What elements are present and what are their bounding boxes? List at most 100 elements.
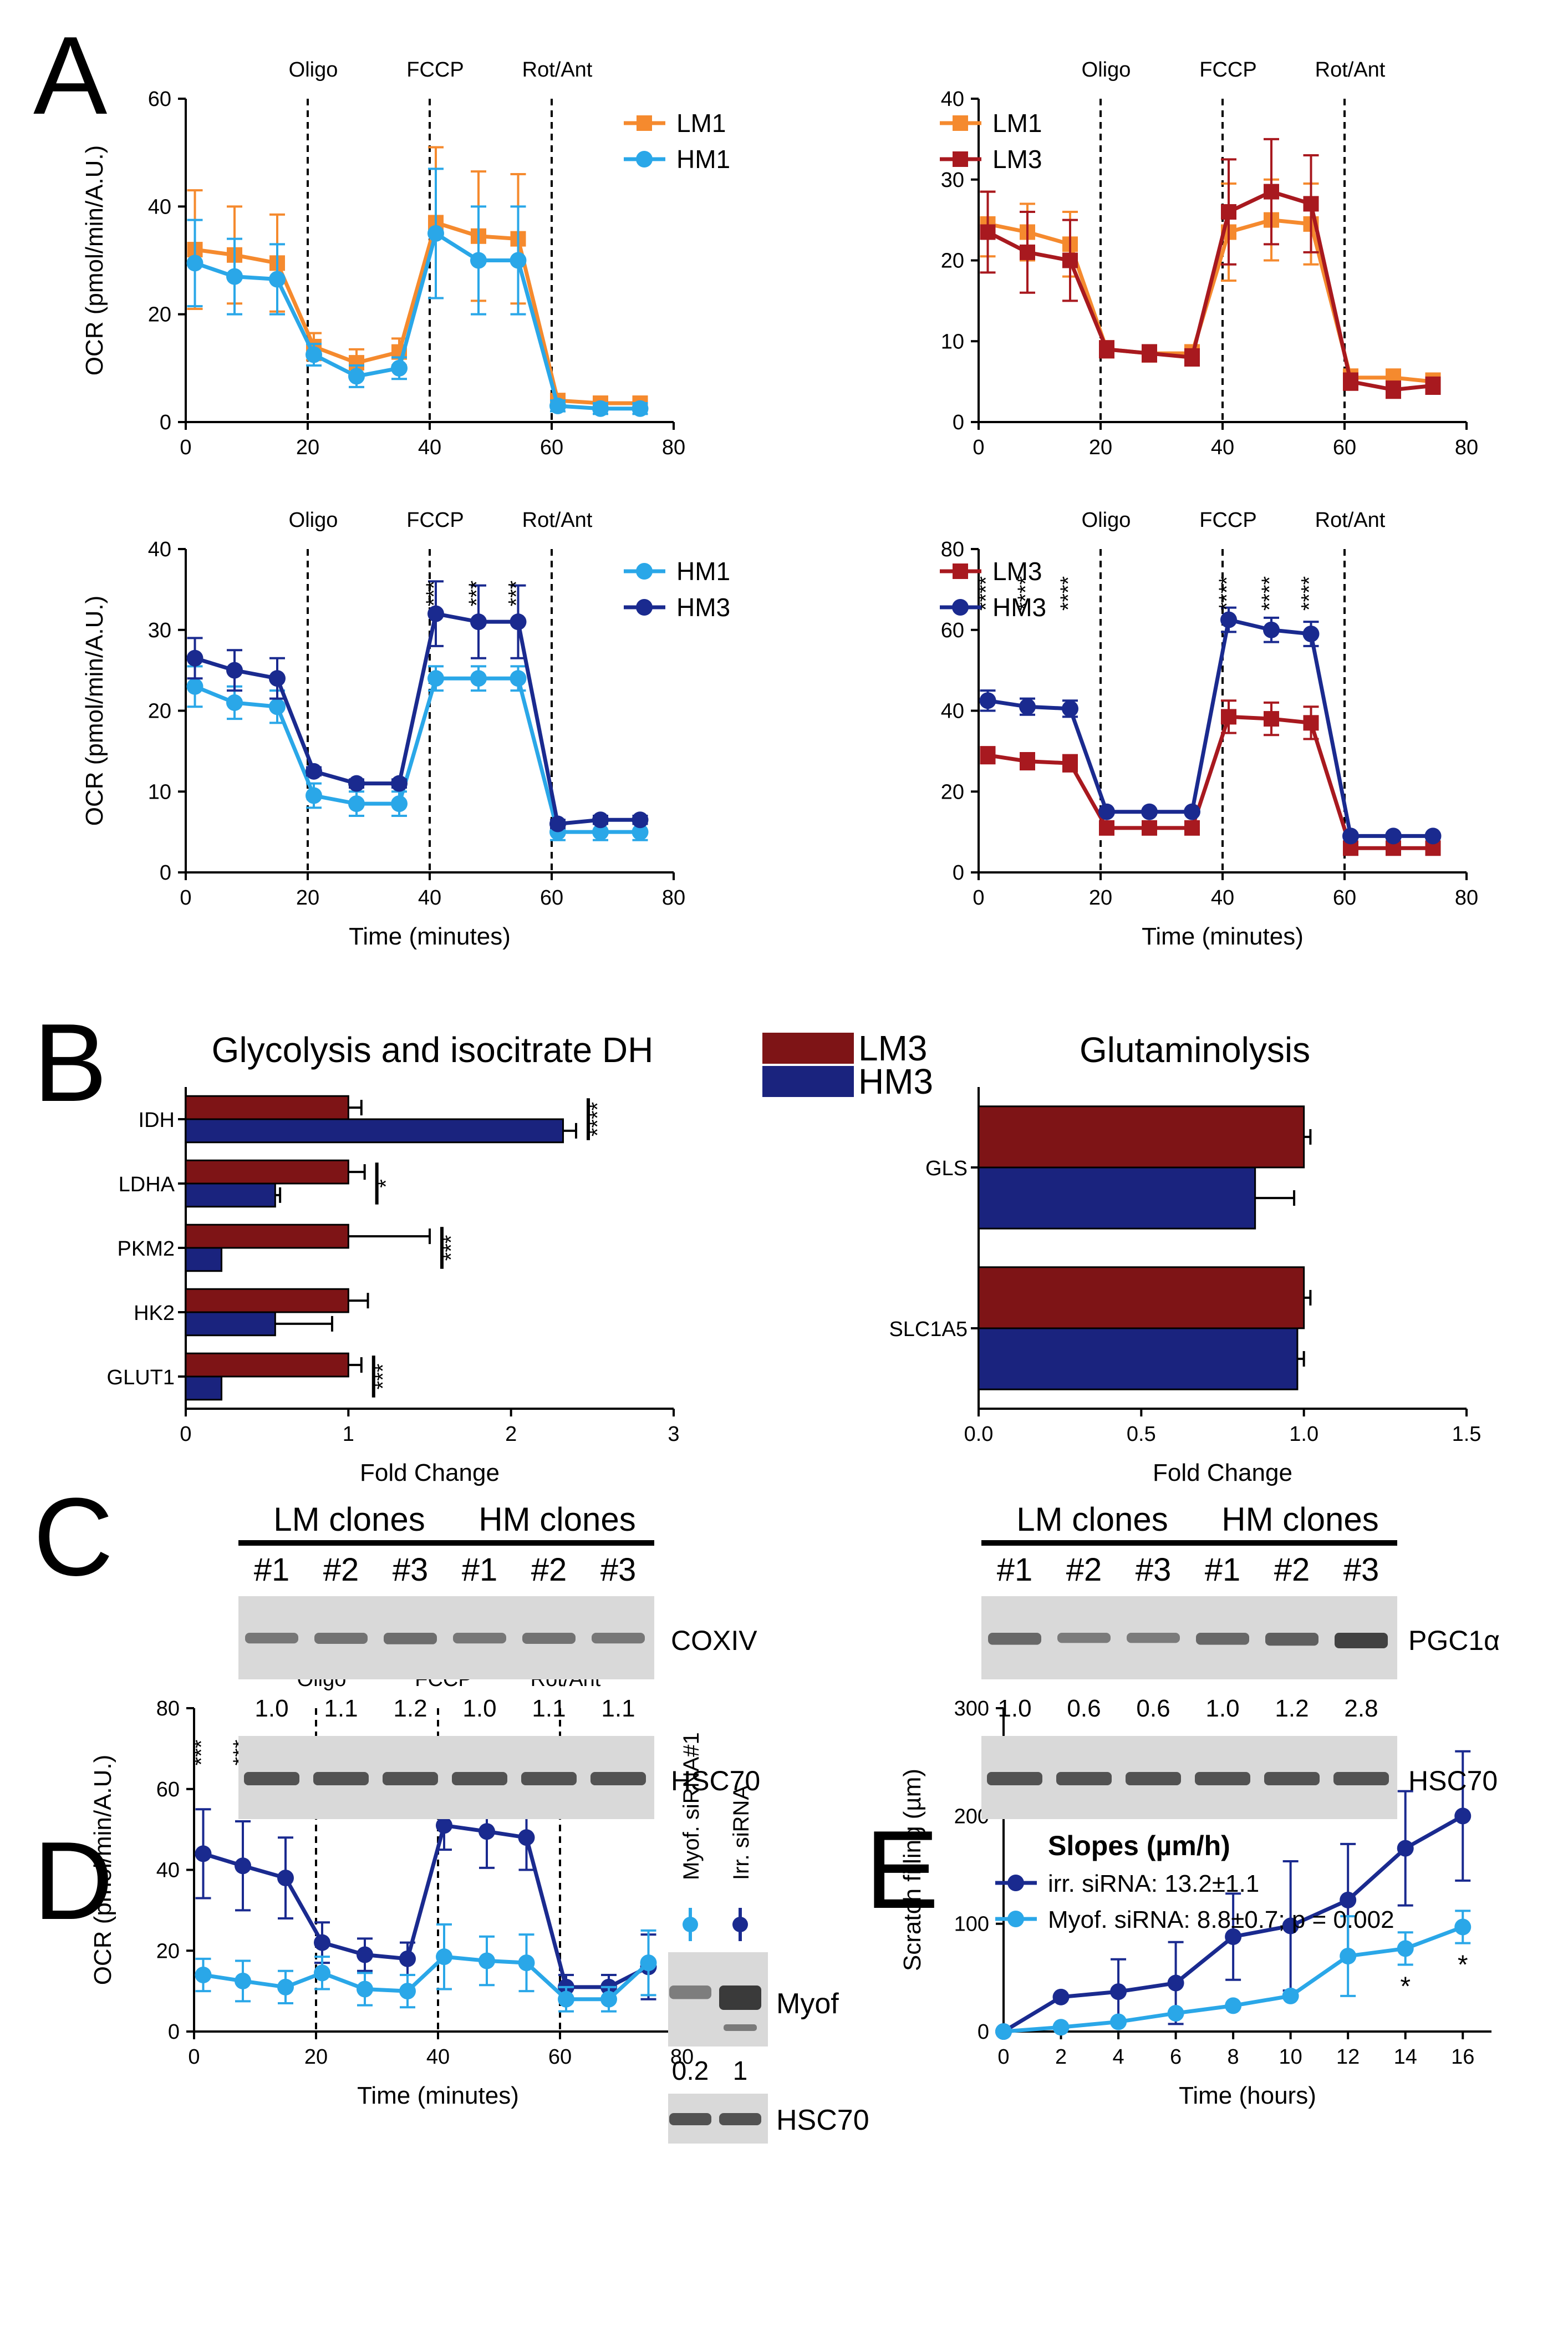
blot-band bbox=[314, 1633, 368, 1644]
legend-marker bbox=[953, 563, 968, 579]
x-tick-label: 12 bbox=[1336, 2045, 1360, 2069]
category-label: LDHA bbox=[119, 1173, 175, 1196]
x-tick-label: 14 bbox=[1394, 2045, 1417, 2069]
bar-hm3 bbox=[185, 1182, 276, 1208]
data-point bbox=[979, 692, 996, 709]
legend-swatch-hm3 bbox=[762, 1066, 854, 1097]
x-tick-label: 40 bbox=[1211, 436, 1234, 459]
data-point bbox=[470, 670, 487, 687]
data-point bbox=[1142, 820, 1157, 836]
y-tick-label: 20 bbox=[941, 780, 964, 804]
significance-label: *** bbox=[465, 581, 489, 607]
quant-value: 1 bbox=[733, 2056, 748, 2086]
blot-band bbox=[313, 1772, 369, 1785]
data-point bbox=[186, 649, 203, 667]
y-tick-label: 100 bbox=[954, 1913, 989, 1936]
data-point bbox=[1184, 349, 1200, 365]
y-tick-label: 20 bbox=[941, 250, 964, 273]
x-tick-label: 16 bbox=[1451, 2045, 1474, 2069]
significance-label: *** bbox=[422, 581, 446, 607]
blot-band bbox=[453, 1633, 506, 1644]
x-tick-label: 60 bbox=[540, 886, 563, 910]
data-point bbox=[470, 613, 487, 631]
significance-label: * bbox=[374, 1179, 399, 1188]
lane-label: #2 bbox=[323, 1552, 359, 1588]
data-point bbox=[592, 811, 609, 829]
y-tick-label: 80 bbox=[156, 1697, 180, 1720]
data-point bbox=[1167, 1974, 1184, 1992]
panel-letter-b: B bbox=[33, 1001, 107, 1125]
data-point bbox=[226, 694, 243, 711]
x-tick-label: 20 bbox=[1089, 886, 1112, 910]
marker-label-oligo: Oligo bbox=[289, 509, 338, 532]
blot-band bbox=[1056, 1772, 1112, 1785]
data-point bbox=[314, 1934, 330, 1951]
significance-label: **** bbox=[974, 576, 999, 611]
data-point bbox=[399, 1983, 416, 2000]
data-point bbox=[314, 1964, 330, 1982]
x-tick-label: 3 bbox=[668, 1423, 679, 1446]
data-point bbox=[1264, 711, 1279, 727]
data-point bbox=[195, 1966, 212, 1983]
chart-d: 0 20 40 60 80 0 20 40 60 80 Time (minutes) OCR (pmo… bbox=[89, 1668, 694, 2109]
x-tick-label: 40 bbox=[418, 436, 441, 459]
bar-lm3 bbox=[978, 1266, 1305, 1329]
panel-b-legend: LM3 HM3 bbox=[762, 1028, 933, 1101]
data-point bbox=[518, 1829, 535, 1846]
legend-marker bbox=[637, 115, 652, 131]
chart-title: Glutaminolysis bbox=[1080, 1030, 1310, 1070]
group-label: HM clones bbox=[478, 1501, 635, 1538]
legend-marker bbox=[953, 151, 968, 167]
legend-label: HM1 bbox=[676, 557, 730, 586]
data-point bbox=[1141, 803, 1158, 820]
blot-band bbox=[719, 2113, 761, 2125]
blot-pgc1α bbox=[981, 1596, 1397, 1679]
lane-label: #3 bbox=[1136, 1552, 1172, 1588]
lane-label: #2 bbox=[531, 1552, 567, 1588]
x-axis-label: Time (hours) bbox=[1179, 2082, 1316, 2109]
x-tick-label: 0 bbox=[180, 886, 191, 910]
legend-label: LM1 bbox=[992, 109, 1042, 138]
y-tick-label: 10 bbox=[941, 330, 964, 353]
x-axis-label: Fold Change bbox=[1153, 1459, 1292, 1486]
marker-label-rot-ant: Rot/Ant bbox=[1315, 509, 1386, 532]
x-tick-label: 0 bbox=[973, 436, 984, 459]
blot-band bbox=[1333, 1772, 1389, 1785]
data-point bbox=[235, 1857, 251, 1875]
series-irr-sirna bbox=[995, 1750, 1472, 2040]
marker-label-rot-ant: Rot/Ant bbox=[1315, 58, 1386, 82]
blot-band bbox=[1196, 1633, 1249, 1645]
legend-marker bbox=[636, 563, 653, 580]
data-point bbox=[1221, 709, 1236, 725]
quant-value: 0.6 bbox=[1136, 1695, 1170, 1722]
x-tick-label: 8 bbox=[1228, 2045, 1239, 2069]
data-point bbox=[470, 252, 487, 269]
data-point bbox=[1110, 2013, 1127, 2030]
protein-label: COXIV bbox=[671, 1625, 757, 1656]
legend-marker bbox=[1007, 1911, 1024, 1927]
quant-value: 0.6 bbox=[1067, 1695, 1101, 1722]
bar-lm3 bbox=[185, 1095, 349, 1120]
data-point bbox=[348, 795, 365, 813]
y-tick-label: 40 bbox=[941, 700, 964, 723]
data-point bbox=[1142, 346, 1157, 362]
data-point bbox=[478, 1823, 495, 1840]
y-tick-label: 0 bbox=[978, 2020, 989, 2044]
blot-hsc70 bbox=[981, 1736, 1397, 1819]
blot-band bbox=[988, 1633, 1041, 1645]
quant-value: 1.0 bbox=[1205, 1695, 1239, 1722]
blot-band bbox=[1127, 1633, 1180, 1643]
series-line bbox=[202, 1823, 650, 1989]
legend-label: HM3 bbox=[676, 593, 730, 622]
category-label: PKM2 bbox=[118, 1237, 175, 1261]
bar-hm3 bbox=[185, 1247, 223, 1272]
category-label: HK2 bbox=[134, 1302, 175, 1325]
x-tick-label: 2 bbox=[1055, 2045, 1067, 2069]
x-tick-label: 10 bbox=[1279, 2045, 1302, 2069]
data-point bbox=[226, 662, 243, 679]
legend-marker bbox=[636, 151, 653, 167]
y-axis-label: OCR (pmol/min/A.U.) bbox=[81, 596, 108, 826]
y-tick-label: 0 bbox=[953, 861, 964, 885]
quant-value: 1.0 bbox=[462, 1695, 496, 1722]
